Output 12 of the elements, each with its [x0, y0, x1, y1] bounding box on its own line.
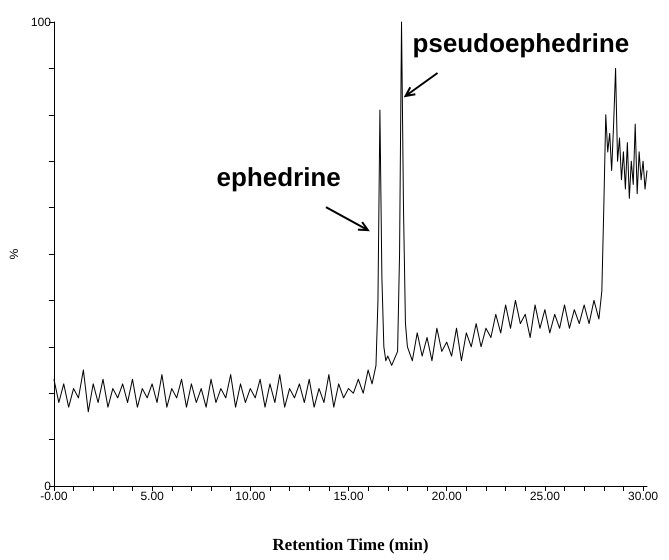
- x-axis-title: Retention Time (min): [272, 535, 429, 554]
- x-tick-label: 25.00: [530, 489, 560, 503]
- x-tick-label: 30.00: [628, 489, 658, 503]
- x-tick-label: 5.00: [140, 489, 164, 503]
- x-tick-label: 15.00: [333, 489, 364, 503]
- x-tick-label: 10.00: [235, 489, 266, 503]
- y-tick-label: 100: [30, 15, 52, 29]
- y-axis-title: %: [7, 248, 21, 260]
- x-tick-label: 20.00: [432, 489, 462, 503]
- x-tick-label: -0.00: [40, 489, 68, 503]
- annotation: ephedrine: [216, 162, 341, 193]
- annotation: pseudoephedrine: [412, 28, 630, 58]
